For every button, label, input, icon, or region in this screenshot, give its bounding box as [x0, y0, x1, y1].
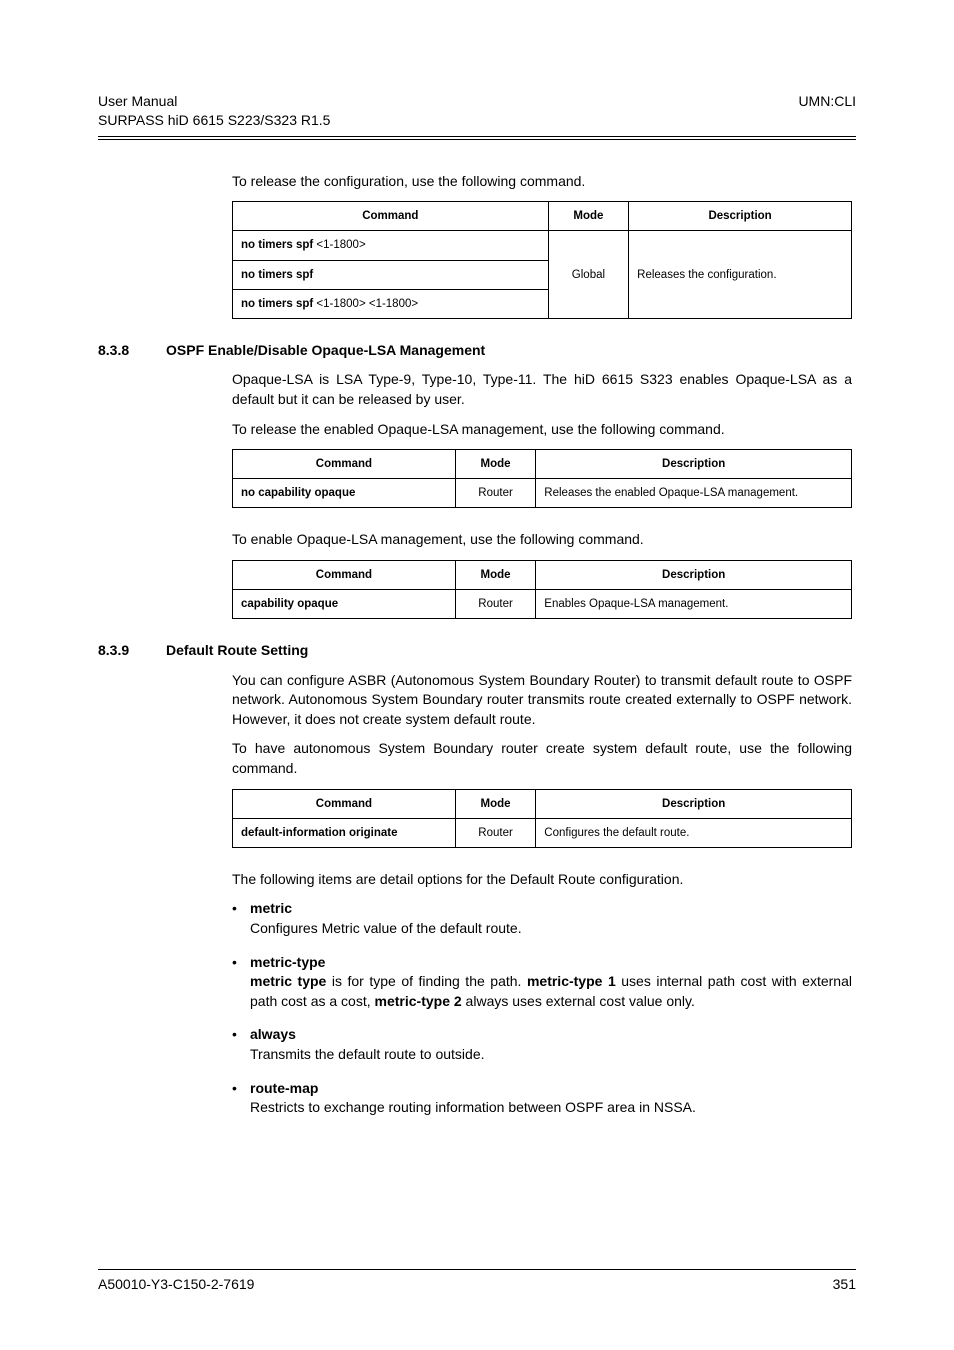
cell-cmd: capability opaque [233, 590, 456, 619]
para-default-cmd: To have autonomous System Boundary route… [232, 739, 852, 778]
col-command: Command [233, 202, 549, 231]
col-command: Command [233, 450, 456, 479]
section-title: Default Route Setting [166, 642, 308, 658]
cell-mode: Router [455, 479, 535, 508]
cell-cmd: default-information originate [233, 818, 456, 847]
cmd-text: no timers spf [241, 239, 313, 251]
table-default-information: Command Mode Description default-informa… [232, 789, 852, 848]
col-mode: Mode [455, 450, 535, 479]
col-description: Description [629, 202, 852, 231]
inline-bold: metric-type 1 [527, 973, 616, 989]
col-description: Description [536, 560, 852, 589]
footer-rule [98, 1269, 856, 1270]
option-desc: Transmits the default route to outside. [250, 1045, 852, 1065]
cmd-text: default-information originate [241, 827, 398, 839]
header-left: User Manual SURPASS hiD 6615 S223/S323 R… [98, 92, 330, 130]
section-title: OSPF Enable/Disable Opaque-LSA Managemen… [166, 342, 485, 358]
col-mode: Mode [455, 560, 535, 589]
bullet-icon: • [232, 1079, 250, 1099]
cell-mode: Router [455, 590, 535, 619]
table-header-row: Command Mode Description [233, 450, 852, 479]
header-left-line1: User Manual [98, 92, 330, 111]
option-desc: Configures Metric value of the default r… [250, 919, 852, 939]
option-desc: metric type is for type of finding the p… [250, 972, 852, 1011]
bullet-icon: • [232, 1025, 250, 1045]
cell-desc: Releases the configuration. [629, 231, 852, 318]
para-release-config: To release the configuration, use the fo… [232, 172, 852, 192]
footer-page-number: 351 [833, 1276, 856, 1292]
table-row: capability opaque Router Enables Opaque-… [233, 590, 852, 619]
inline-bold: metric type [250, 973, 326, 989]
option-label: metric [250, 900, 292, 916]
col-command: Command [233, 560, 456, 589]
cell-cmd: no timers spf <1-1800> [233, 231, 549, 260]
footer-doc-id: A50010-Y3-C150-2-7619 [98, 1276, 254, 1292]
section-number: 8.3.8 [98, 341, 166, 361]
bullet-icon: • [232, 953, 250, 973]
para-enable-opaque: To enable Opaque-LSA management, use the… [232, 530, 852, 550]
footer-row: A50010-Y3-C150-2-7619 351 [98, 1276, 856, 1292]
page: User Manual SURPASS hiD 6615 S223/S323 R… [0, 0, 954, 1350]
col-mode: Mode [548, 202, 628, 231]
table-row: default-information originate Router Con… [233, 818, 852, 847]
col-description: Description [536, 789, 852, 818]
header-rule-thin [98, 139, 856, 140]
table-row: no timers spf <1-1800> Global Releases t… [233, 231, 852, 260]
inline-bold: metric-type 2 [375, 993, 462, 1009]
col-command: Command [233, 789, 456, 818]
option-label: metric-type [250, 954, 325, 970]
col-description: Description [536, 450, 852, 479]
option-label: route-map [250, 1080, 318, 1096]
cmd-text: no timers spf [241, 269, 313, 281]
section-number: 8.3.9 [98, 641, 166, 661]
cmd-text: capability opaque [241, 598, 338, 610]
header-rule-thick [98, 136, 856, 137]
cell-desc: Releases the enabled Opaque-LSA manageme… [536, 479, 852, 508]
option-route-map: •route-map Restricts to exchange routing… [232, 1079, 852, 1118]
table-release-config: Command Mode Description no timers spf <… [232, 201, 852, 318]
cell-cmd: no timers spf <1-1800> <1-1800> [233, 289, 549, 318]
page-footer: A50010-Y3-C150-2-7619 351 [98, 1269, 856, 1292]
cell-mode: Router [455, 818, 535, 847]
cell-desc: Enables Opaque-LSA management. [536, 590, 852, 619]
option-metric: •metric Configures Metric value of the d… [232, 899, 852, 938]
table-header-row: Command Mode Description [233, 560, 852, 589]
inline-text: always uses external cost value only. [462, 993, 695, 1009]
para-default-intro: You can configure ASBR (Autonomous Syste… [232, 671, 852, 730]
options-list: •metric Configures Metric value of the d… [232, 899, 852, 1117]
table-capability-opaque: Command Mode Description capability opaq… [232, 560, 852, 619]
table-no-capability-opaque: Command Mode Description no capability o… [232, 449, 852, 508]
cell-cmd: no timers spf [233, 260, 549, 289]
option-desc: Restricts to exchange routing informatio… [250, 1098, 852, 1118]
content-area: To release the configuration, use the fo… [232, 172, 852, 1118]
cell-desc: Configures the default route. [536, 818, 852, 847]
para-opaque-intro: Opaque-LSA is LSA Type-9, Type-10, Type-… [232, 370, 852, 409]
option-metric-type: •metric-type metric type is for type of … [232, 953, 852, 1012]
header-left-line2: SURPASS hiD 6615 S223/S323 R1.5 [98, 111, 330, 130]
bullet-icon: • [232, 899, 250, 919]
cell-cmd: no capability opaque [233, 479, 456, 508]
section-heading-opaque: 8.3.8OSPF Enable/Disable Opaque-LSA Mana… [98, 341, 718, 361]
para-options-intro: The following items are detail options f… [232, 870, 852, 890]
table-row: no capability opaque Router Releases the… [233, 479, 852, 508]
table-header-row: Command Mode Description [233, 202, 852, 231]
cmd-text: no capability opaque [241, 487, 355, 499]
section-heading-default-route: 8.3.9Default Route Setting [98, 641, 718, 661]
para-opaque-release: To release the enabled Opaque-LSA manage… [232, 420, 852, 440]
cell-mode: Global [548, 231, 628, 318]
option-label: always [250, 1026, 296, 1042]
cmd-text: no timers spf [241, 298, 313, 310]
inline-text: is for type of finding the path. [326, 973, 527, 989]
col-mode: Mode [455, 789, 535, 818]
table-header-row: Command Mode Description [233, 789, 852, 818]
page-header: User Manual SURPASS hiD 6615 S223/S323 R… [98, 92, 856, 130]
header-right: UMN:CLI [798, 92, 856, 130]
option-always: •always Transmits the default route to o… [232, 1025, 852, 1064]
